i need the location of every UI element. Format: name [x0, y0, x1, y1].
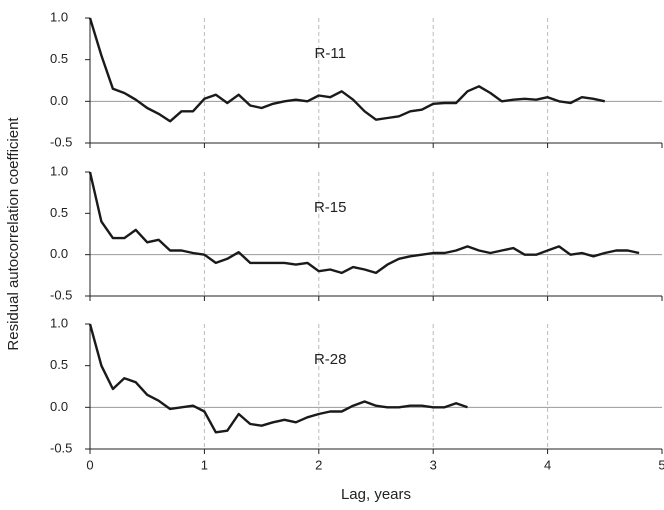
x-tick-label: 3: [430, 457, 437, 472]
x-tick-label: 4: [544, 457, 551, 472]
x-tick-label: 1: [201, 457, 208, 472]
x-tick-label: 2: [315, 457, 322, 472]
y-tick-label: 1.0: [50, 9, 68, 24]
x-tick-label: 0: [86, 457, 93, 472]
x-axis-label: Lag, years: [341, 486, 411, 503]
y-tick-label: -0.5: [50, 440, 72, 455]
y-axis-label: Residual autocorrelation coefficient: [5, 117, 22, 351]
data-line: [88, 17, 606, 123]
y-tick-label: 1.0: [50, 163, 68, 178]
data-line: [88, 323, 468, 434]
data-line: [88, 171, 640, 275]
y-tick-label: 0.0: [50, 399, 68, 414]
y-tick-label: 0.5: [50, 357, 68, 372]
y-tick-label: 0.5: [50, 205, 68, 220]
y-tick-label: -0.5: [50, 134, 72, 149]
y-tick-label: 0.0: [50, 246, 68, 261]
y-tick-label: 1.0: [50, 315, 68, 330]
panel-label: R-15: [314, 199, 347, 216]
panel-label: R-11: [315, 45, 346, 62]
x-tick-label: 5: [658, 457, 664, 472]
y-tick-label: 0.0: [50, 93, 68, 108]
panel-label: R-28: [314, 351, 347, 368]
y-tick-label: -0.5: [50, 287, 72, 302]
y-tick-label: 0.5: [50, 51, 68, 66]
